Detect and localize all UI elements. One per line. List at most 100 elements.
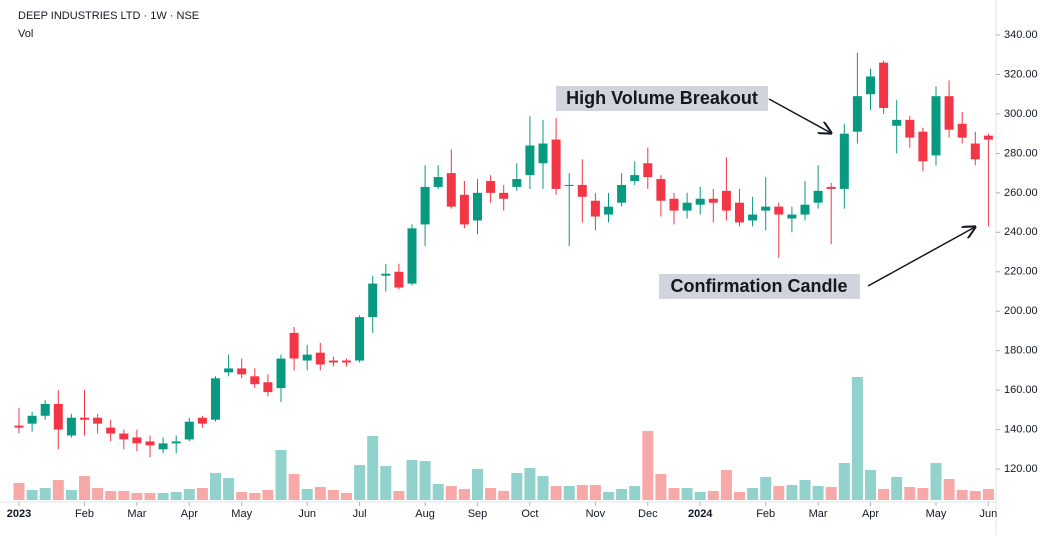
volume-bar xyxy=(498,491,510,500)
volume-label: Vol xyxy=(18,28,33,40)
candle-body xyxy=(643,163,653,178)
annotation-box xyxy=(556,86,768,111)
volume-bar xyxy=(603,492,614,500)
candle-body xyxy=(473,192,482,221)
candle-body xyxy=(866,76,875,95)
volume-bar xyxy=(851,377,863,500)
candle-body xyxy=(892,119,902,126)
candle-body xyxy=(879,62,889,109)
annotation-arrow xyxy=(768,98,831,133)
volume-bar xyxy=(223,478,235,500)
candle-body xyxy=(171,441,181,444)
candle-body xyxy=(604,206,613,215)
candle-body xyxy=(446,173,456,207)
volume-bar xyxy=(485,488,497,500)
candle-body xyxy=(590,200,600,217)
volume-bar xyxy=(210,473,221,500)
volume-bar xyxy=(917,488,929,500)
x-tick-label: Sep xyxy=(468,508,488,520)
volume-bar xyxy=(472,469,483,500)
volume-bar xyxy=(118,491,130,500)
candle-body xyxy=(433,177,443,187)
volume-bar xyxy=(144,493,156,500)
candle-body xyxy=(551,139,561,189)
candle-body xyxy=(656,179,666,201)
candle-body xyxy=(211,378,220,420)
candle-body xyxy=(381,273,391,276)
candle-body xyxy=(459,194,469,225)
candle-body xyxy=(407,228,417,284)
volume-bar xyxy=(39,488,51,500)
candle-body xyxy=(748,214,758,221)
candle-body xyxy=(93,417,103,424)
candle-body xyxy=(525,145,535,176)
volume-bar xyxy=(236,492,248,500)
annotation-box xyxy=(659,274,860,299)
volume-bar xyxy=(354,465,366,500)
volume-bar xyxy=(878,489,890,500)
candle-body xyxy=(184,421,194,440)
volume-bar xyxy=(812,486,824,500)
candle-body xyxy=(53,403,63,430)
candle-body xyxy=(263,382,273,393)
volume-bar xyxy=(511,473,523,500)
volume-bar xyxy=(249,493,261,500)
candle-body xyxy=(695,198,705,205)
volume-bar xyxy=(380,466,392,500)
candle-body xyxy=(682,202,692,211)
x-tick-label: May xyxy=(926,508,947,520)
annotation: High Volume Breakout xyxy=(566,88,758,108)
volume-bar xyxy=(157,493,169,500)
x-tick-label: Apr xyxy=(862,508,879,520)
candle-body xyxy=(512,179,522,187)
volume-bar xyxy=(170,492,182,500)
y-tick-label: 200.00 xyxy=(1004,305,1038,317)
x-tick-label: Dec xyxy=(638,508,658,520)
y-tick-label: 300.00 xyxy=(1004,108,1038,120)
volume-bar xyxy=(838,463,850,500)
candle-body xyxy=(420,186,430,225)
volume-bar xyxy=(747,488,759,500)
volume-bar xyxy=(432,484,444,500)
volume-bar xyxy=(969,491,981,500)
candle-body xyxy=(787,214,797,219)
candle-body xyxy=(918,131,928,162)
y-tick-label: 180.00 xyxy=(1004,345,1038,357)
volume-bar xyxy=(196,488,208,500)
volume-bar xyxy=(275,450,287,500)
candle-body xyxy=(708,198,718,203)
x-tick-label: Jun xyxy=(980,508,998,520)
volume-bar xyxy=(825,487,837,500)
candle-body xyxy=(132,437,142,444)
volume-bar xyxy=(655,474,667,500)
candle-body xyxy=(721,190,731,211)
volume-bar xyxy=(92,488,104,500)
candle-body xyxy=(237,368,247,375)
candle-body xyxy=(328,360,338,363)
volume-bar xyxy=(668,488,680,500)
candle-body xyxy=(852,96,862,132)
y-tick-label: 280.00 xyxy=(1004,147,1038,159)
volume-bar xyxy=(720,470,732,500)
annotation-arrow xyxy=(867,227,975,287)
volume-bar xyxy=(694,492,706,500)
volume-bar xyxy=(904,487,916,500)
candle-body xyxy=(983,135,993,140)
x-tick-label: Feb xyxy=(75,508,94,520)
chart-title: DEEP INDUSTRIES LTD · 1W · NSE xyxy=(18,10,199,22)
candle-body xyxy=(839,133,849,189)
volume-bar xyxy=(773,486,785,500)
candle-body xyxy=(774,206,784,215)
candle-body xyxy=(197,417,207,424)
volume-bar xyxy=(445,486,457,500)
candle-body xyxy=(27,415,37,424)
volume-bar xyxy=(288,474,300,500)
candle-body xyxy=(106,427,116,434)
volume-bar xyxy=(458,489,470,500)
volume-bar xyxy=(537,476,549,500)
x-tick-label: 2024 xyxy=(688,508,713,520)
volume-bar xyxy=(13,483,25,500)
candle-body xyxy=(617,184,627,203)
